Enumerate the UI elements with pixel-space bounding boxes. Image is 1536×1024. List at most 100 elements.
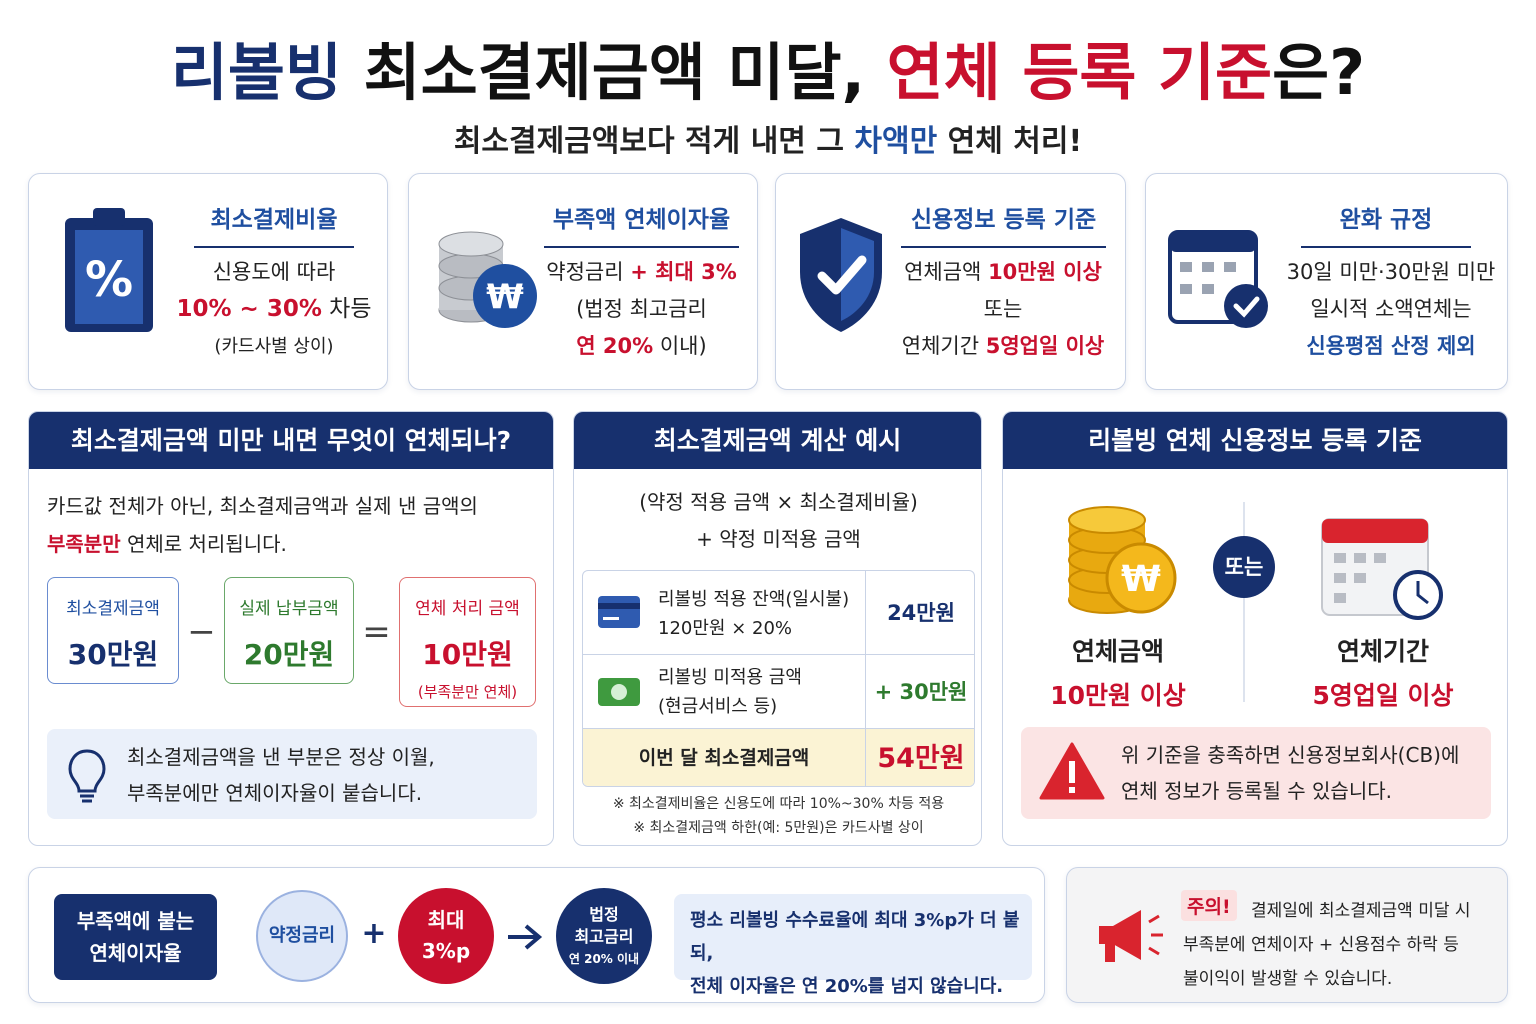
intro-line: 부족분만 연체로 처리됩니다. xyxy=(47,525,547,563)
card-line: 신용평점 산정 제외 xyxy=(1276,328,1506,365)
row-desc: 리볼빙 미적용 금액 (현금서비스 등) xyxy=(658,663,802,721)
calc-row: 리볼빙 미적용 금액 (현금서비스 등) + 30만원 xyxy=(583,655,974,729)
card-body: 신용도에 따라 10% ~ 30% 차등 (카드사별 상이) xyxy=(164,254,384,365)
row-amount: + 30만원 xyxy=(865,655,974,729)
criterion-value: 10만원 이상 xyxy=(1050,681,1186,710)
arrow xyxy=(508,924,543,950)
card-body: 30일 미만·30만원 미만 일시적 소액연체는 신용평점 산정 제외 xyxy=(1276,254,1506,365)
criterion: 연체기간 5영업일 이상 xyxy=(1283,632,1483,712)
text: 또는 xyxy=(983,297,1023,321)
row-desc: 리볼빙 적용 잔액(일시불) 120만원 × 20% xyxy=(658,585,849,643)
card-line: 연체기간 5영업일 이상 xyxy=(888,328,1118,365)
card-line: 연체금액 10만원 이상 xyxy=(888,254,1118,291)
text: 차등 xyxy=(321,296,372,322)
formula: (약정 적용 금액 × 최소결제비율) + 약정 미적용 금액 xyxy=(574,484,981,558)
subtitle-part: 연체 처리! xyxy=(937,124,1083,159)
icon-text: ₩ xyxy=(486,277,524,317)
notes: ※ 최소결제비율은 신용도에 따라 10%~30% 차등 적용 ※ 최소결제금액… xyxy=(574,792,981,840)
criterion: 연체금액 10만원 이상 xyxy=(1023,632,1213,712)
card-line: (카드사별 상이) xyxy=(164,328,384,365)
warning-box: 위 기준을 충족하면 신용정보회사(CB)에 연체 정보가 등록될 수 있습니다… xyxy=(1021,727,1491,819)
text: 5영업일 이상 xyxy=(985,334,1105,358)
panel-header: 리볼빙 연체 신용정보 등록 기준 xyxy=(1003,412,1507,469)
clipboard-icon: % xyxy=(65,208,153,332)
tip-line: 부족분에만 연체이자율이 붙습니다. xyxy=(127,781,423,805)
tip-line: 최소결제금액을 낸 부분은 정상 이월, xyxy=(127,745,435,769)
warning-icon xyxy=(1039,742,1105,800)
card-line: 또는 xyxy=(888,291,1118,328)
note-line: ※ 최소결제비율은 신용도에 따라 10%~30% 차등 적용 xyxy=(612,796,945,812)
note-line: 전체 이자율은 연 20%를 넘지 않습니다. xyxy=(690,976,1004,997)
card: 완화 규정 30일 미만·30만원 미만 일시적 소액연체는 신용평점 산정 제… xyxy=(1145,173,1508,390)
icon-text: % xyxy=(85,252,133,308)
text: (법정 최고금리 xyxy=(576,297,707,321)
amount-box: 실제 납부금액 20만원 xyxy=(224,577,354,684)
row-amount: 24만원 xyxy=(865,571,974,655)
card-body: 연체금액 10만원 이상 또는 연체기간 5영업일 이상 xyxy=(888,254,1118,365)
warning-line: 연체 정보가 등록될 수 있습니다. xyxy=(1121,779,1392,803)
box-value: 30만원 xyxy=(67,638,159,671)
text: + 최대 3% xyxy=(630,260,737,284)
rate-circle: 법정 최고금리 연 20% 이내 xyxy=(556,888,652,984)
card: ₩ 부족액 연체이자율 약정금리 + 최대 3% (법정 최고금리 연 20% … xyxy=(408,173,758,390)
tip-text: 최소결제금액을 낸 부분은 정상 이월, 부족분에만 연체이자율이 붙습니다. xyxy=(127,739,435,811)
bulb-icon xyxy=(68,749,106,803)
text: 약정금리 xyxy=(546,260,631,284)
card-title: 신용정보 등록 기준 xyxy=(901,200,1106,248)
box-value: 20만원 xyxy=(243,638,335,671)
card-title: 부족액 연체이자율 xyxy=(544,200,739,248)
card-line: 30일 미만·30만원 미만 xyxy=(1276,254,1506,291)
coins-icon: ₩ xyxy=(438,231,537,328)
or-badge: 또는 xyxy=(1213,536,1275,598)
text: 일시적 소액연체는 xyxy=(1310,297,1472,321)
text: (카드사별 상이) xyxy=(214,336,334,357)
caution-line: 결제일에 최소결제금액 미달 시 xyxy=(1251,901,1471,921)
total-amount: 54만원 xyxy=(865,729,974,786)
text: 10% ~ 30% xyxy=(176,296,322,322)
title-part: 최소결제금액 미달, xyxy=(342,36,887,109)
circle-line: 최대 xyxy=(427,908,465,932)
card: % 최소결제비율 신용도에 따라 10% ~ 30% 차등 (카드사별 상이) xyxy=(28,173,388,390)
criterion-label: 연체금액 xyxy=(1071,637,1164,666)
box-label: 연체 처리 금액 xyxy=(415,599,520,619)
text: 연체로 처리됩니다. xyxy=(120,532,287,556)
text: 연 20% xyxy=(576,334,654,358)
caution-text: 결제일에 최소결제금액 미달 시 부족분에 연체이자 + 신용점수 하락 등 불… xyxy=(1183,894,1503,996)
text: 신용평점 산정 제외 xyxy=(1306,334,1476,358)
card: 신용정보 등록 기준 연체금액 10만원 이상 또는 연체기간 5영업일 이상 xyxy=(775,173,1126,390)
card-body: 약정금리 + 최대 3% (법정 최고금리 연 20% 이내) xyxy=(534,254,749,365)
amount-box: 연체 처리 금액 10만원 (부족분만 연체) xyxy=(399,577,536,707)
interest-strip: 부족액에 붙는 연체이자율 약정금리 + 최대 3%p 법정 최고금리 연 20% 이내… xyxy=(28,867,1045,1003)
box-value: 10만원 xyxy=(422,638,513,671)
strip-note: 평소 리볼빙 수수료율에 최대 3%p가 더 붙되, 전체 이자율은 연 20%를… xyxy=(674,894,1032,997)
total-label: 이번 달 최소결제금액 xyxy=(638,747,810,769)
badge-line: 부족액에 붙는 xyxy=(76,909,195,933)
text: 10만원 이상 xyxy=(988,260,1102,284)
subtitle: 최소결제금액보다 적게 내면 그 차액만 연체 처리! xyxy=(0,116,1536,160)
text: 연체금액 xyxy=(904,260,989,284)
text: 연체기간 xyxy=(901,334,986,358)
caution-box: 주의! 결제일에 최소결제금액 미달 시 부족분에 연체이자 + 신용점수 하락… xyxy=(1066,867,1508,1003)
subtitle-part: 최소결제금액보다 적게 내면 그 xyxy=(453,124,855,159)
amount-box: 최소결제금액 30만원 xyxy=(47,577,179,684)
box-label: 실제 납부금액 xyxy=(239,599,339,619)
circle-line: 3%p xyxy=(421,939,471,963)
panel: 최소결제금액 미만 내면 무엇이 연체되나? 카드값 전체가 아닌, 최소결제금… xyxy=(28,411,554,846)
criterion-label: 연체기간 xyxy=(1336,637,1429,666)
text: 부족분만 xyxy=(47,532,121,556)
formula-line: (약정 적용 금액 × 최소결제비율) xyxy=(639,490,918,514)
warning-text: 위 기준을 충족하면 신용정보회사(CB)에 연체 정보가 등록될 수 있습니다… xyxy=(1121,737,1459,809)
circle-line: 최고금리 xyxy=(574,927,634,946)
title-part: 리볼빙 xyxy=(170,36,343,109)
calendar-icon xyxy=(1168,230,1268,328)
desc-line: 120만원 × 20% xyxy=(658,618,793,639)
strip-badge: 부족액에 붙는 연체이자율 xyxy=(54,894,217,980)
box-label: 최소결제금액 xyxy=(66,599,160,619)
operator: − xyxy=(187,612,216,652)
panel: 리볼빙 연체 신용정보 등록 기준 ₩ 연체금액 10만원 이상 또는 연체기간… xyxy=(1002,411,1508,846)
calc-table: 리볼빙 적용 잔액(일시불) 120만원 × 20% 24만원 리볼빙 미적용 금… xyxy=(582,570,975,787)
caution-label: 주의! xyxy=(1181,890,1237,921)
rate-circle: 약정금리 xyxy=(256,890,348,982)
intro: 카드값 전체가 아닌, 최소결제금액과 실제 낸 금액의 부족분만 연체로 처리… xyxy=(47,487,547,563)
